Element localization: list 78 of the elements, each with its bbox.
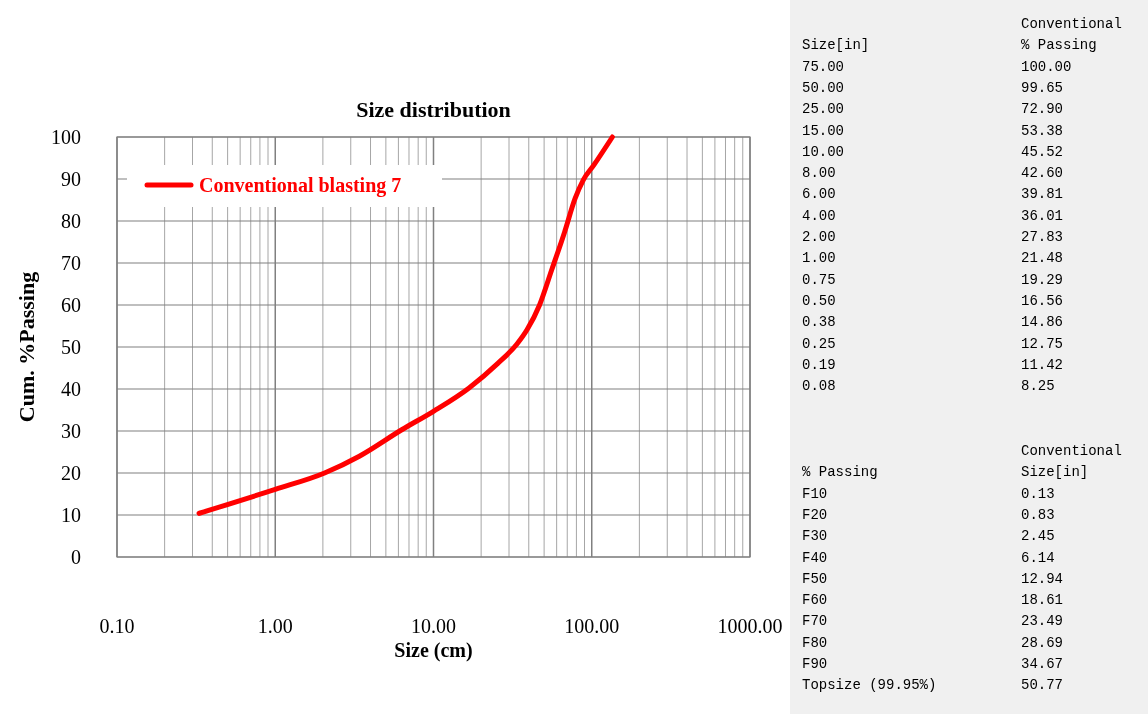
category-label: 6.00 [802, 186, 836, 203]
y-tick-label: 100 [51, 126, 81, 148]
text: 0.83 [1021, 506, 1055, 523]
text: Conventional [1021, 16, 1122, 32]
category-label: F10 [802, 485, 828, 502]
category-label: 4.00 [802, 207, 836, 224]
category-label: F30 [802, 528, 828, 545]
text: 34.67 [1021, 656, 1064, 672]
x-tick-label: 0.10 [99, 615, 135, 637]
category-label: F80 [802, 634, 828, 651]
y-tick-label: 60 [61, 294, 81, 316]
x-tick-label: 1.00 [257, 615, 293, 637]
text: 21.48 [1021, 250, 1064, 267]
category-label: F90 [802, 656, 828, 672]
text: 39.81 [1021, 186, 1064, 203]
category-label: 2.00 [802, 229, 836, 245]
text: 45.52 [1021, 143, 1064, 160]
y-tick-label: 90 [61, 168, 81, 190]
text: 100.00 [1021, 58, 1072, 75]
y-tick-label: 0 [71, 546, 81, 568]
text: 14.86 [1021, 314, 1064, 331]
category-label: 15.00 [802, 122, 845, 139]
text: 12.94 [1021, 570, 1064, 587]
text: 36.01 [1021, 207, 1064, 224]
category-label: Topsize (99.95%) [802, 677, 937, 694]
category-label: F50 [802, 570, 828, 587]
text: 72.90 [1021, 101, 1064, 118]
x-axis-title: Size (cm) [394, 639, 473, 662]
x-tick-label: 1000.00 [717, 615, 783, 637]
text: 50.77 [1021, 677, 1064, 694]
category-label: F60 [802, 592, 828, 609]
text: 2.45 [1021, 528, 1055, 545]
y-tick-label: 20 [61, 462, 81, 484]
text: 42.60 [1021, 165, 1064, 182]
text: Size[in] [802, 37, 870, 54]
category-label: 25.00 [802, 101, 845, 118]
category-label: 0.50 [802, 292, 836, 309]
text: 11.42 [1021, 356, 1064, 373]
text: Conventional [1021, 443, 1122, 459]
y-axis-title: Cum. %Passing [14, 271, 39, 423]
category-label: 1.00 [802, 250, 836, 267]
x-tick-label: 10.00 [411, 615, 456, 637]
y-tick-label: 10 [61, 504, 81, 526]
text: 8.25 [1021, 378, 1055, 395]
text: 27.83 [1021, 229, 1064, 245]
chart-title: Size distribution [356, 97, 511, 122]
y-tick-label: 70 [61, 252, 81, 274]
category-label: 8.00 [802, 165, 836, 182]
category-label: 0.75 [802, 271, 836, 288]
category-label: 0.25 [802, 335, 836, 352]
text: 28.69 [1021, 634, 1064, 651]
text: 19.29 [1021, 271, 1064, 288]
category-label: 75.00 [802, 58, 845, 75]
category-label: 0.08 [802, 378, 836, 395]
text: 23.49 [1021, 613, 1064, 630]
text: 16.56 [1021, 292, 1064, 309]
y-tick-label: 50 [61, 336, 81, 358]
category-label: 50.00 [802, 79, 845, 96]
text: % Passing [802, 464, 878, 481]
text: 18.61 [1021, 592, 1064, 609]
text: 0.13 [1021, 485, 1055, 502]
text: 99.65 [1021, 79, 1064, 96]
category-label: 10.00 [802, 143, 845, 160]
y-tick-label: 40 [61, 378, 81, 400]
text: 12.75 [1021, 335, 1064, 352]
category-label: 0.19 [802, 356, 836, 373]
y-tick-label: 80 [61, 210, 81, 232]
category-label: F70 [802, 613, 828, 630]
text: Size[in] [1021, 464, 1089, 481]
y-tick-label: 30 [61, 420, 81, 442]
category-label: 0.38 [802, 314, 836, 331]
text: 53.38 [1021, 122, 1064, 139]
legend-label: Conventional blasting 7 [199, 174, 402, 197]
text: 6.14 [1021, 549, 1055, 566]
x-tick-label: 100.00 [564, 615, 620, 637]
category-label: F20 [802, 506, 828, 523]
category-label: F40 [802, 549, 828, 566]
text: % Passing [1021, 37, 1097, 54]
